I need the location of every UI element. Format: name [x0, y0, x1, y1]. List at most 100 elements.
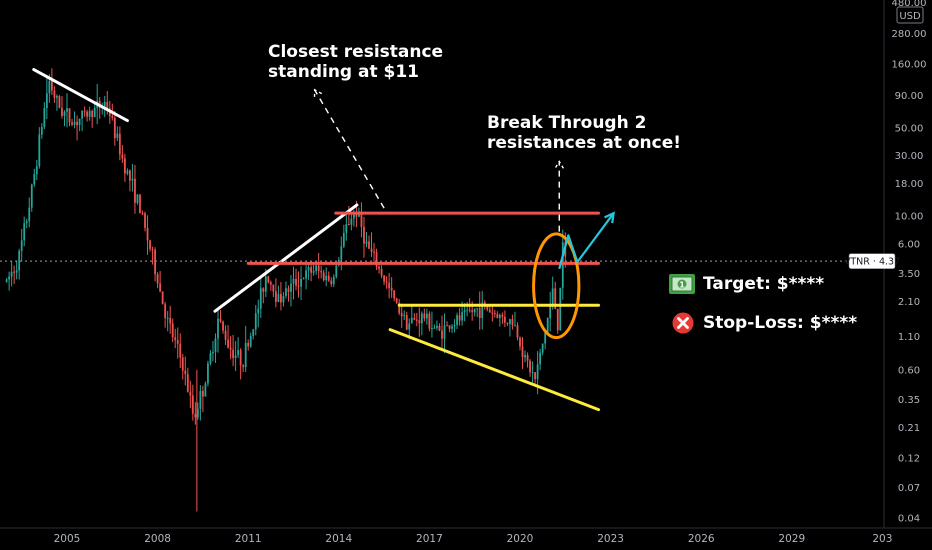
candle-body: [342, 232, 345, 247]
price-tick-label: 2.10: [898, 297, 920, 308]
candle-body: [531, 372, 534, 374]
annotation-resistance-line-2: standing at $11: [268, 62, 420, 82]
candle-body: [58, 96, 61, 108]
projection-path[interactable]: [558, 212, 615, 270]
candle-body: [123, 158, 126, 174]
candle-body: [129, 170, 131, 181]
candle-body: [212, 352, 214, 354]
candle-body: [144, 213, 146, 228]
time-axis[interactable]: 2005 2008 2011 2014 2017 2020 2023 2026 2029 203: [0, 527, 932, 545]
candle-body: [184, 370, 187, 374]
candle-body: [234, 355, 237, 359]
candle-body: [393, 290, 396, 299]
candle-body: [45, 93, 48, 108]
candle-body: [136, 194, 139, 203]
candle-body: [161, 291, 164, 305]
trend-line[interactable]: [32, 68, 129, 123]
candle-body: [310, 267, 313, 273]
candle-body: [395, 298, 398, 303]
candle-body: [325, 275, 328, 281]
candle-body: [164, 304, 167, 318]
trend-line[interactable]: [213, 203, 359, 313]
candle-body: [111, 116, 114, 118]
legend-stop-loss: Stop-Loss: $****: [672, 312, 857, 334]
candle-body: [141, 213, 144, 215]
candle-body: [295, 278, 297, 286]
price-tick-label: 3.50: [898, 269, 920, 280]
candle-body: [86, 111, 89, 117]
candle-body: [171, 323, 174, 338]
annotation-breakout: Break Through 2 resistances at once!: [487, 113, 681, 153]
candle-body: [408, 323, 411, 330]
candle-body: [8, 276, 11, 280]
candle-body: [441, 330, 443, 339]
candle-body: [526, 355, 529, 361]
time-tick-label: 2020: [507, 533, 534, 545]
dashed-arrow[interactable]: [314, 89, 385, 209]
price-tick-label: 90.00: [895, 91, 924, 102]
candle-body: [56, 96, 58, 98]
candle-body: [438, 325, 441, 331]
price-tick-label: 0.07: [898, 483, 920, 494]
price-tick-label: 18.00: [895, 179, 924, 190]
candle-body: [534, 372, 536, 380]
candle-body: [63, 111, 66, 116]
candle-body: [191, 395, 194, 414]
candle-body: [33, 174, 36, 185]
money-bill-icon: 1: [669, 274, 695, 294]
candle-body: [196, 408, 199, 418]
candle-body: [516, 325, 519, 338]
candle-body: [267, 276, 270, 283]
candle-body: [413, 317, 416, 320]
candle-body: [71, 122, 73, 125]
candle-body: [458, 315, 461, 321]
candle-body: [451, 326, 453, 329]
candle-body: [456, 315, 458, 326]
time-tick-label: 2008: [144, 533, 171, 545]
annotation-resistance: Closest resistance standing at $11: [268, 42, 443, 82]
highlight-ellipse[interactable]: [532, 232, 581, 340]
candle-body: [453, 325, 456, 327]
candle-body: [561, 242, 564, 288]
candle-body: [360, 211, 363, 227]
candle-body: [91, 110, 94, 118]
last-price-label: VTNR · 4.37: [844, 257, 900, 268]
candle-body: [307, 267, 310, 271]
candle-body: [23, 223, 26, 241]
candle-body: [353, 213, 355, 219]
candle-body: [272, 284, 275, 292]
time-tick-label: 203: [872, 533, 892, 545]
candle-body: [176, 340, 179, 344]
time-tick-label: 2014: [325, 533, 352, 545]
candle-body: [501, 315, 504, 317]
candle-body: [199, 390, 202, 409]
candle-body: [169, 317, 172, 324]
time-tick-label: 2029: [778, 533, 805, 545]
price-tick-label: 0.12: [898, 453, 920, 464]
price-tick-label: 30.00: [895, 151, 924, 162]
candle-body: [302, 278, 305, 280]
candle-body: [249, 335, 252, 347]
last-price-badge: VTNR · 4.37: [844, 253, 900, 269]
candle-body: [222, 321, 224, 331]
time-tick-label: 2023: [597, 533, 624, 545]
candle-body: [493, 313, 496, 315]
price-axis[interactable]: 280.00 160.00 90.00 50.00 30.00 18.00 10.00 6.0…: [883, 0, 927, 528]
candle-body: [556, 308, 559, 331]
candle-body: [312, 271, 315, 273]
candle-body: [448, 325, 451, 329]
candle-body: [274, 291, 277, 302]
candle-body: [242, 365, 245, 368]
candle-body: [30, 184, 33, 208]
candle-body: [405, 315, 408, 330]
candle-body: [18, 250, 21, 271]
trend-line[interactable]: [388, 328, 601, 412]
candle-body: [511, 319, 514, 326]
candle-body: [506, 322, 509, 324]
candle-body: [126, 170, 129, 174]
candle-body: [350, 218, 353, 225]
annotation-breakout-line-2: resistances at once!: [487, 133, 681, 153]
candle-body: [415, 319, 418, 321]
candle-body: [322, 272, 325, 281]
